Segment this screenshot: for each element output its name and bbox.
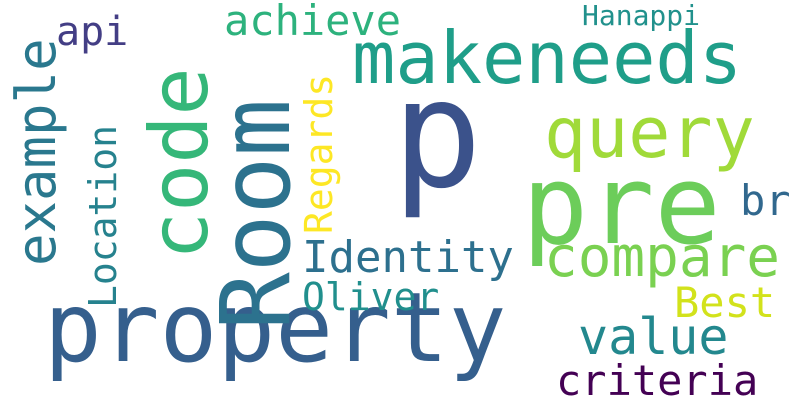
word-query: query	[544, 92, 755, 174]
word-criteria: criteria	[556, 356, 759, 400]
word-compare: compare	[544, 225, 781, 290]
word-regards: Regards	[297, 73, 341, 234]
word-p: p	[392, 48, 483, 222]
word-location: Location	[81, 124, 125, 308]
word-makeneeds: makeneeds	[352, 16, 743, 100]
word-br: br	[740, 176, 791, 225]
word-best: Best	[674, 278, 776, 327]
word-example: example	[5, 38, 68, 266]
word-code: code	[133, 67, 226, 260]
word-oliver: Oliver	[302, 275, 440, 319]
word-property: property	[44, 272, 507, 384]
word-hanappi: Hanappi	[582, 0, 701, 32]
word-achieve: achieve	[224, 0, 402, 45]
word-identity: Identity	[302, 232, 514, 283]
word-api: api	[56, 9, 129, 55]
word-value: value	[578, 308, 729, 366]
word-pre: pre	[522, 141, 721, 269]
